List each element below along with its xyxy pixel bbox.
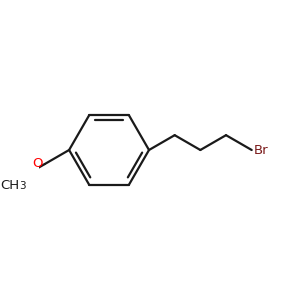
Text: Br: Br xyxy=(254,143,268,157)
Text: CH: CH xyxy=(0,179,19,193)
Text: 3: 3 xyxy=(19,181,26,191)
Text: O: O xyxy=(32,157,43,170)
